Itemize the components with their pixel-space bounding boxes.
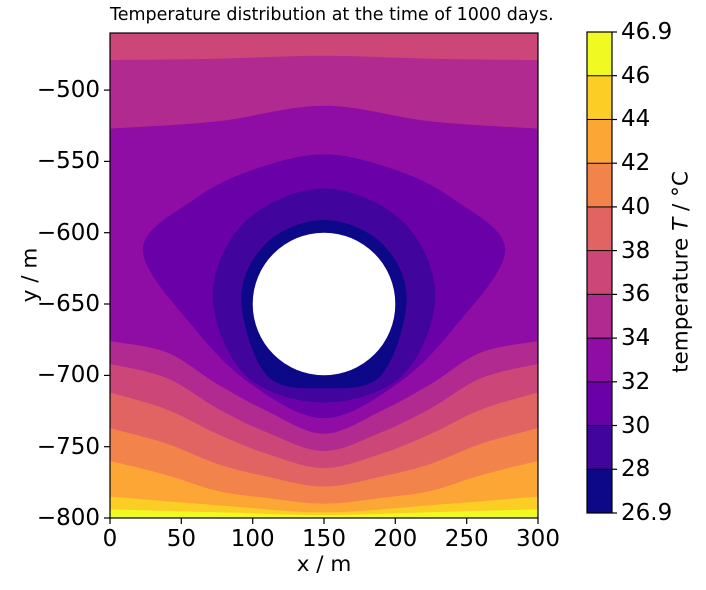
y-tick-label: −700 xyxy=(36,362,100,389)
y-tick-label: −550 xyxy=(36,148,100,175)
colorbar-band xyxy=(586,293,613,339)
colorbar-band xyxy=(586,425,613,470)
colorbar-tick-label: 34 xyxy=(621,325,651,352)
colorbar-band xyxy=(586,250,613,295)
colorbar-band xyxy=(586,206,613,252)
colorbar-tick-label: 46 xyxy=(621,62,651,89)
colorbar-tick-label: 36 xyxy=(621,281,651,308)
colorbar-tick-label: 46.9 xyxy=(621,19,673,45)
band-region xyxy=(110,460,538,518)
colorbar-label-prefix: temperature xyxy=(668,230,694,373)
contour-bands xyxy=(110,33,538,518)
colorbar-tick-label: 32 xyxy=(621,368,651,395)
y-tick-label: −650 xyxy=(36,291,100,318)
colorbar-band xyxy=(586,468,613,514)
colorbar-tick-label: 26.9 xyxy=(621,500,673,526)
x-tick-label: 100 xyxy=(230,526,275,552)
x-tick-label: 50 xyxy=(166,526,196,552)
x-axis-label: x / m xyxy=(296,552,352,577)
y-tick-label: −500 xyxy=(36,77,100,104)
masked-hole-circle xyxy=(252,232,396,376)
y-tick-label: −750 xyxy=(36,433,100,460)
colorbar-band xyxy=(586,119,613,164)
x-tick-label: 0 xyxy=(102,526,118,552)
y-tick-label: −600 xyxy=(36,219,100,246)
colorbar-label: temperature T / °C xyxy=(669,171,694,373)
colorbar-band xyxy=(586,75,613,120)
colorbar-band xyxy=(586,381,613,426)
colorbar-label-symbol: T xyxy=(668,217,694,231)
colorbar-tick-label: 40 xyxy=(621,193,651,220)
colorbar-tick-label: 28 xyxy=(621,456,651,483)
colorbar-tick-label: 30 xyxy=(621,412,651,439)
colorbar-band xyxy=(586,162,613,208)
colorbar-tick-label: 38 xyxy=(621,237,651,264)
colorbar-label-suffix: / °C xyxy=(668,171,694,218)
colorbar-tick-label: 44 xyxy=(621,106,651,133)
colorbar-tick-label: 42 xyxy=(621,150,651,177)
x-tick-label: 300 xyxy=(516,526,560,552)
colorbar xyxy=(586,31,617,514)
x-tick-label: 200 xyxy=(373,526,418,552)
x-tick-label: 150 xyxy=(302,526,346,552)
colorbar-band xyxy=(586,31,613,77)
band-region xyxy=(110,509,538,518)
x-tick-label: 250 xyxy=(444,526,489,552)
plot-title: Temperature distribution at the time of … xyxy=(110,5,554,25)
colorbar-band xyxy=(586,337,613,383)
y-tick-label: −800 xyxy=(36,505,100,531)
colorbar-frame xyxy=(586,31,613,514)
